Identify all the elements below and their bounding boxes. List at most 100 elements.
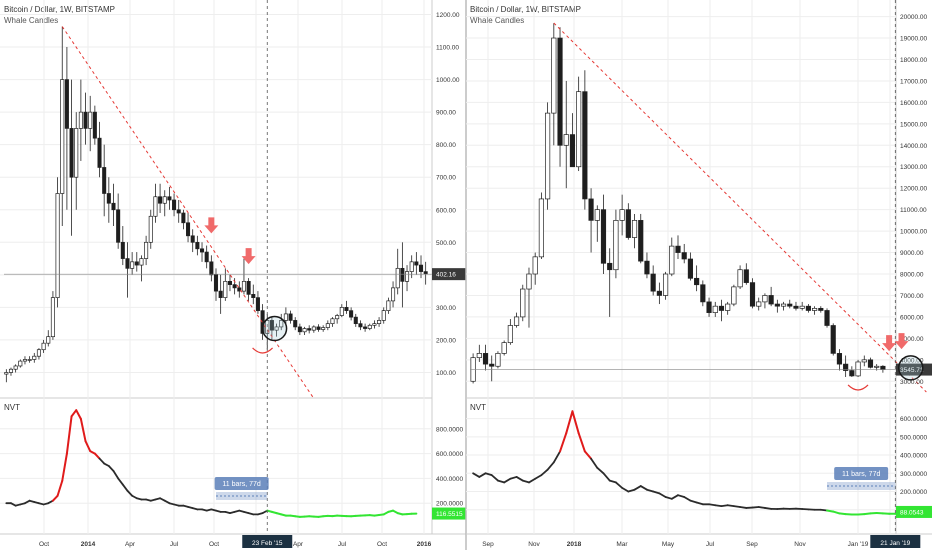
price-tick-label: 800.00 [436, 142, 456, 149]
left-nvt-axis[interactable]: 200.0000 400.0000 600.0000 800.0000 116.5515 [432, 426, 466, 520]
bear-candle [824, 310, 830, 326]
highlight-circle [261, 315, 288, 342]
bear-candle [489, 363, 495, 367]
nvt-segment [112, 470, 120, 480]
time-tick-label: Nov [528, 541, 540, 548]
left-annotations: 23 Feb '15 11 bars, 77d [4, 0, 432, 548]
bear-candle [830, 325, 836, 354]
left-price-grid [0, 0, 432, 534]
bull-candle [330, 318, 335, 325]
crosshair-date-box [242, 535, 293, 548]
bear-candle [694, 277, 700, 286]
nvt-high-segment [84, 440, 92, 453]
bull-candle [46, 336, 51, 344]
bear-candle [209, 261, 214, 276]
nvt-segment [714, 504, 723, 508]
right-symbol-title[interactable]: Bitcoin / Dollar, 1W, BITSTAMP [470, 5, 581, 14]
bull-candle [162, 196, 167, 204]
nvt-segment [472, 472, 481, 478]
bear-candle [849, 370, 855, 377]
bear-candle [749, 282, 756, 307]
right-indicator-label[interactable]: Whale Candles [470, 16, 524, 25]
bull-candle [594, 209, 600, 221]
bear-candle [213, 274, 219, 292]
left-chart-panel[interactable]: Bitcoin / Dollar, 1W, BITSTAMP Whale Can… [0, 0, 466, 550]
nvt-segment [739, 506, 748, 509]
nvt-segment [509, 476, 518, 480]
right-nvt-axis[interactable]: 100.0000200.0000300.0000400.0000500.0000… [896, 416, 932, 518]
bear-candle [255, 297, 260, 311]
bear-candle [293, 320, 298, 328]
bear-candle [818, 307, 824, 311]
last-nvt-box [432, 507, 466, 520]
right-panel-background [466, 0, 932, 550]
nvt-tick-label: 800.0000 [436, 426, 463, 433]
nvt-segment [695, 501, 704, 506]
bear-candle [232, 284, 237, 289]
left-nvt-label[interactable]: NVT [4, 403, 20, 412]
price-tick-label: 600.00 [436, 207, 456, 214]
time-tick-label: Oct [39, 541, 49, 548]
bull-candle [409, 261, 414, 272]
left-indicator-label[interactable]: Whale Candles [4, 16, 58, 25]
bear-candle [706, 301, 712, 313]
time-tick-label: Jul [170, 541, 179, 548]
right-chart-panel[interactable]: Bitcoin / Dollar, 1W, BITSTAMP Whale Can… [465, 0, 932, 550]
nvt-segment [478, 472, 487, 478]
right-candles [470, 23, 886, 384]
bear-candle [102, 167, 107, 194]
price-tick-label: 18000.00 [900, 57, 927, 64]
price-tick-label: 3000.00 [900, 379, 924, 386]
bear-candle [297, 326, 302, 333]
bear-candle [650, 273, 656, 292]
price-tick-label: 4000.00 [900, 357, 924, 364]
time-tick-label: 2014 [81, 541, 96, 548]
nvt-segment [689, 499, 698, 504]
nvt-segment [107, 465, 115, 472]
right-nvt-label[interactable]: NVT [470, 403, 486, 412]
down-arrow-marker [894, 333, 909, 350]
bear-candle [97, 137, 102, 168]
price-tick-label: 700.00 [436, 175, 456, 182]
last-nvt-box [896, 505, 932, 518]
left-trendline[interactable] [61, 26, 315, 399]
bull-candle [279, 320, 284, 328]
bear-candle [199, 248, 205, 253]
nvt-high-segment [75, 409, 82, 420]
bear-candle [681, 252, 687, 260]
bull-candle [501, 342, 507, 354]
bull-candle [22, 359, 27, 362]
left-symbol-title[interactable]: Bitcoin / Dollar, 1W, BITSTAMP [4, 5, 115, 14]
bear-candle [195, 241, 200, 250]
nvt-tick-label: 600.0000 [900, 416, 927, 423]
bear-candle [344, 307, 349, 311]
bear-candle [237, 287, 242, 292]
highlight-circle [897, 355, 924, 381]
bear-candle [718, 305, 725, 311]
bear-candle [675, 245, 681, 253]
nvt-segment [490, 474, 499, 482]
bear-candle [246, 281, 251, 295]
bull-candle [372, 323, 377, 326]
descending-trendline [61, 26, 315, 399]
price-tick-label: 200.00 [436, 337, 456, 344]
price-tick-label: 12000.00 [900, 186, 927, 193]
time-tick-label: Nov [794, 541, 806, 548]
bull-candle [321, 327, 326, 330]
bull-candle [377, 320, 382, 325]
nvt-tick-label: 200.0000 [436, 501, 463, 508]
bull-candle [576, 91, 582, 168]
right-price-axis[interactable]: 3000.00 4000.00 5000.00 6000.00 7000.00 8000.… [896, 14, 932, 386]
left-price-axis[interactable]: 100.00200.00300.00400.00500.00600.00700.… [432, 12, 466, 377]
bear-candle [69, 128, 74, 178]
nvt-segment [627, 488, 636, 493]
nvt-segment [664, 496, 673, 500]
nvt-high-segment [559, 432, 568, 453]
bull-candle [551, 37, 557, 114]
bear-candle [363, 326, 368, 329]
price-tick-label: 11000.00 [900, 207, 927, 214]
bull-candle [18, 360, 23, 367]
nvt-segment [677, 494, 686, 498]
